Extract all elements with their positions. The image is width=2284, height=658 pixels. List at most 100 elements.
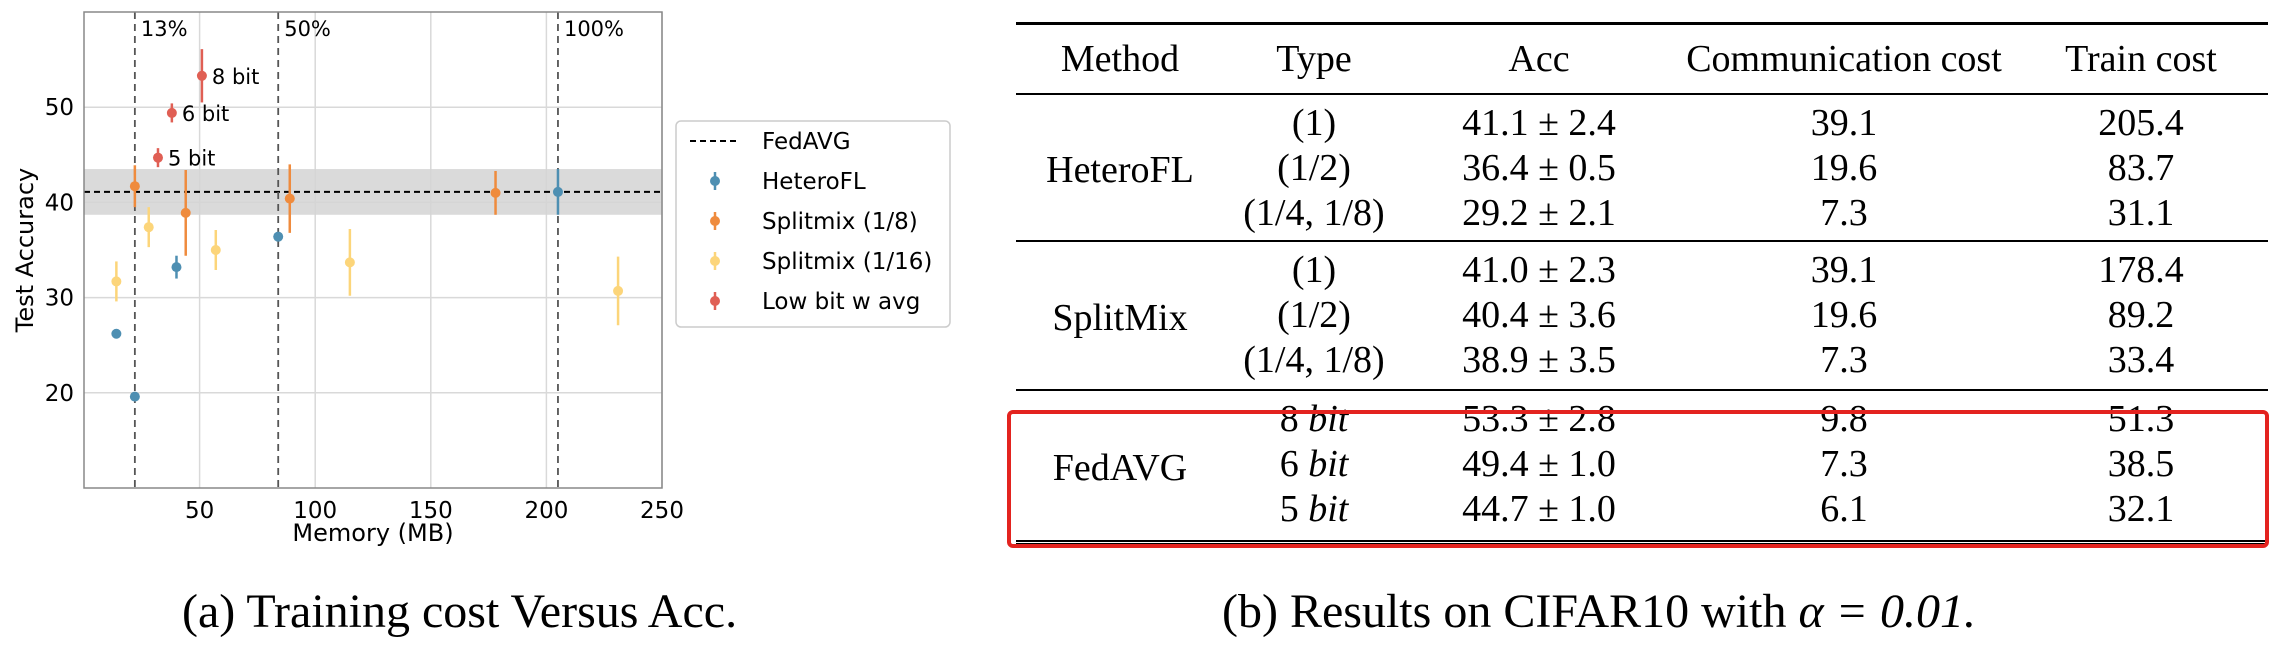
type-cell: (1/4, 1/8) xyxy=(1243,339,1385,381)
data-point xyxy=(129,391,140,402)
table-row: (1/4, 1/8) 38.9 ± 3.5 7.3 33.4 xyxy=(1016,338,2268,390)
type-bits: 8 xyxy=(1279,398,1299,440)
data-point xyxy=(111,328,122,339)
table-row: HeteroFL (1) 41.1 ± 2.4 39.1 205.4 xyxy=(1016,94,2268,191)
caption-right: (b) Results on CIFAR10 with α = 0.01. xyxy=(1222,584,1976,639)
type-unit: bit xyxy=(1308,398,1349,440)
x-tick-label: 250 xyxy=(640,498,684,524)
plot-frame xyxy=(83,11,663,489)
legend-label-low-bit: Low bit w avg xyxy=(762,289,920,315)
y-tick-label: 40 xyxy=(45,190,74,216)
acc-cell: 41.1 ± 2.4 xyxy=(1462,102,1616,144)
scatter-chart: 13% 50% 100% 8 bit 6 bit 5 bit 50 100 150 200 25… xyxy=(11,11,951,547)
legend-label-splitmix-1-16: Splitmix (1/16) xyxy=(762,249,932,275)
table-row: 6 bit 49.4 ± 1.0 7.3 38.5 xyxy=(1016,442,2268,487)
acc-cell: 49.4 ± 1.0 xyxy=(1462,443,1616,485)
caption-right-math: α = 0.01. xyxy=(1798,585,1977,638)
comm-cell: 19.6 xyxy=(1810,147,1878,189)
header-method: Method xyxy=(1016,23,1224,95)
data-point xyxy=(344,257,355,268)
type-cell: (1/4, 1/8) xyxy=(1243,192,1385,234)
acc-cell: 53.3 ± 2.8 xyxy=(1404,389,1674,442)
comm-cell: 39.1 xyxy=(1674,240,2014,293)
table-row: 5 bit 44.7 ± 1.0 6.1 32.1 xyxy=(1016,487,2268,543)
percent-vline-label: 100% xyxy=(564,17,624,41)
train-cell: 31.1 xyxy=(2107,192,2175,234)
type-unit: bit xyxy=(1308,488,1349,530)
y-axis-label: Test Accuracy xyxy=(11,168,39,333)
type-bits: 5 xyxy=(1279,488,1299,530)
table-row: SplitMix (1) 41.0 ± 2.3 39.1 178.4 xyxy=(1016,240,2268,390)
method-splitmix: SplitMix xyxy=(1016,240,1224,390)
train-cell: 33.4 xyxy=(2107,339,2175,381)
x-tick-label: 150 xyxy=(409,498,453,524)
data-point xyxy=(180,207,191,218)
comm-cell: 7.3 xyxy=(1820,443,1868,485)
train-cell: 38.5 xyxy=(2107,443,2175,485)
percent-lines: 13% 50% 100% xyxy=(133,12,624,488)
x-tick-label: 50 xyxy=(185,498,214,524)
x-tick-label: 200 xyxy=(524,498,568,524)
results-table: Method Type Acc Communication cost Train… xyxy=(1016,22,2268,545)
type-bits: 6 xyxy=(1279,443,1299,485)
legend-marker xyxy=(710,296,720,306)
type-cell: (1/2) xyxy=(1277,294,1351,336)
acc-cell: 44.7 ± 1.0 xyxy=(1462,488,1616,530)
legend-label-fedavg: FedAVG xyxy=(762,129,851,155)
data-point xyxy=(613,285,624,296)
y-tick-label: 30 xyxy=(45,286,74,312)
point-label: 6 bit xyxy=(182,102,229,126)
plot-area xyxy=(84,12,662,488)
table-header-row: Method Type Acc Communication cost Train… xyxy=(1016,23,2268,95)
train-cell: 51.3 xyxy=(2014,389,2268,442)
legend-label-splitmix-1-8: Splitmix (1/8) xyxy=(762,209,918,235)
data-point xyxy=(171,262,182,273)
train-cell: 32.1 xyxy=(2107,488,2175,530)
header-type: Type xyxy=(1224,23,1404,95)
data-point xyxy=(196,70,207,81)
header-train-cost: Train cost xyxy=(2014,23,2268,95)
type-cell: (1) xyxy=(1291,102,1337,144)
tick-labels: 50 100 150 200 250 20 30 40 50 xyxy=(45,95,684,524)
data-point xyxy=(284,193,295,204)
data-point xyxy=(273,231,284,242)
comm-cell: 9.8 xyxy=(1674,389,2014,442)
type-cell: 5 bit xyxy=(1224,487,1404,543)
data-point xyxy=(152,152,163,163)
type-cell: (1/2) xyxy=(1277,147,1351,189)
y-tick-label: 20 xyxy=(45,381,74,407)
table-row: (1/2) 40.4 ± 3.6 19.6 89.2 xyxy=(1016,293,2268,338)
type-cell: (1) xyxy=(1224,240,1404,293)
header-comm-cost: Communication cost xyxy=(1674,23,2014,95)
acc-cell: 40.4 ± 3.6 xyxy=(1462,294,1616,336)
legend-marker xyxy=(710,216,720,226)
data-point xyxy=(111,276,122,287)
acc-cell: 41.0 ± 2.3 xyxy=(1404,240,1674,293)
train-cell: 89.2 xyxy=(2107,294,2175,336)
data-point xyxy=(210,245,221,255)
type-unit: bit xyxy=(1308,443,1349,485)
data-point xyxy=(490,187,501,198)
percent-vline-label: 13% xyxy=(141,17,188,41)
series-markers: 8 bit 6 bit 5 bit xyxy=(111,49,624,402)
percent-vline-label: 50% xyxy=(284,17,331,41)
acc-cell: 38.9 ± 3.5 xyxy=(1462,339,1616,381)
legend-box xyxy=(675,120,951,328)
comm-cell: 7.3 xyxy=(1820,192,1868,234)
acc-cell: 29.2 ± 2.1 xyxy=(1462,192,1616,234)
data-point xyxy=(143,222,154,233)
train-cell: 83.7 xyxy=(2107,147,2175,189)
comm-cell: 19.6 xyxy=(1810,294,1878,336)
comm-cell: 6.1 xyxy=(1820,488,1868,530)
header-acc: Acc xyxy=(1404,23,1674,95)
table-row: (1/4, 1/8) 29.2 ± 2.1 7.3 31.1 xyxy=(1016,191,2268,241)
method-heterofl: HeteroFL xyxy=(1046,149,1194,191)
table-row: FedAVG 8 bit 53.3 ± 2.8 9.8 51.3 xyxy=(1016,389,2268,543)
legend-marker xyxy=(710,256,720,266)
type-cell: 8 bit xyxy=(1224,389,1404,442)
x-axis-label: Memory (MB) xyxy=(292,519,453,547)
data-point xyxy=(129,181,140,192)
y-tick-label: 50 xyxy=(45,95,74,121)
train-cell: 205.4 xyxy=(2098,102,2184,144)
x-tick-label: 100 xyxy=(293,498,337,524)
